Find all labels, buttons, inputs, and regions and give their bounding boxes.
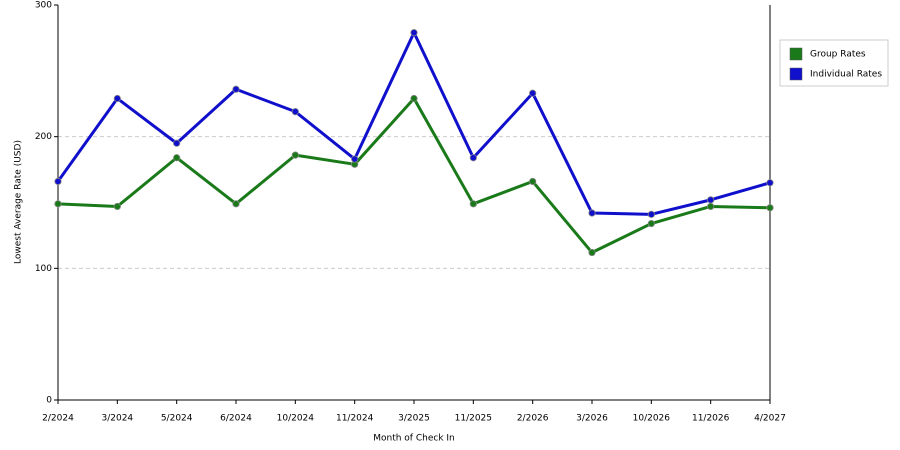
y-axis-label: Lowest Average Rate (USD): [14, 140, 24, 264]
point: [529, 177, 537, 186]
point: [707, 202, 715, 211]
point: [469, 154, 477, 162]
x-tick-label: 2/2026: [517, 414, 549, 424]
point: [469, 200, 477, 208]
point: [232, 85, 240, 93]
x-tick-label: 11/2026: [692, 414, 730, 424]
point: [766, 204, 774, 212]
x-tick-label: 2/2024: [42, 414, 74, 424]
x-tick-label: 10/2026: [633, 414, 671, 424]
point: [588, 209, 596, 217]
legend-swatch: [789, 47, 803, 61]
point: [291, 151, 299, 159]
series-line: [56, 31, 771, 216]
x-tick-label: 11/2025: [455, 414, 492, 424]
point: [410, 29, 418, 37]
point: [529, 89, 537, 97]
x-tick-label: 5/2024: [161, 414, 193, 424]
point: [410, 94, 418, 103]
point: [766, 179, 774, 187]
point: [54, 200, 62, 208]
point: [54, 177, 62, 186]
point: [113, 94, 121, 103]
x-tick-label: 11/2024: [336, 414, 374, 424]
x-tick-label: 3/2024: [101, 414, 133, 424]
x-tick-label: 6/2024: [220, 414, 252, 424]
series-line: [57, 96, 771, 255]
y-tick-label: 200: [35, 132, 52, 142]
point: [351, 155, 359, 163]
legend-swatch: [789, 67, 803, 81]
y-tick-label: 100: [35, 264, 52, 274]
y-tick-label: 300: [35, 1, 52, 11]
point: [707, 196, 715, 204]
x-tick-label: 4/2027: [754, 414, 786, 424]
point: [647, 210, 655, 218]
point: [113, 202, 121, 211]
point: [173, 139, 181, 147]
point: [173, 154, 181, 162]
x-axis-label: Month of Check In: [373, 434, 455, 444]
point: [232, 200, 240, 208]
x-tick-label: 3/2026: [576, 414, 608, 424]
y-tick-label: 0: [46, 396, 52, 406]
legend-label: Individual Rates: [810, 70, 882, 80]
point: [588, 248, 596, 257]
legend-label: Group Rates: [810, 50, 866, 60]
x-tick-label: 3/2025: [398, 414, 430, 424]
x-tick-label: 10/2024: [277, 414, 315, 424]
point: [291, 108, 299, 116]
point: [647, 219, 655, 228]
